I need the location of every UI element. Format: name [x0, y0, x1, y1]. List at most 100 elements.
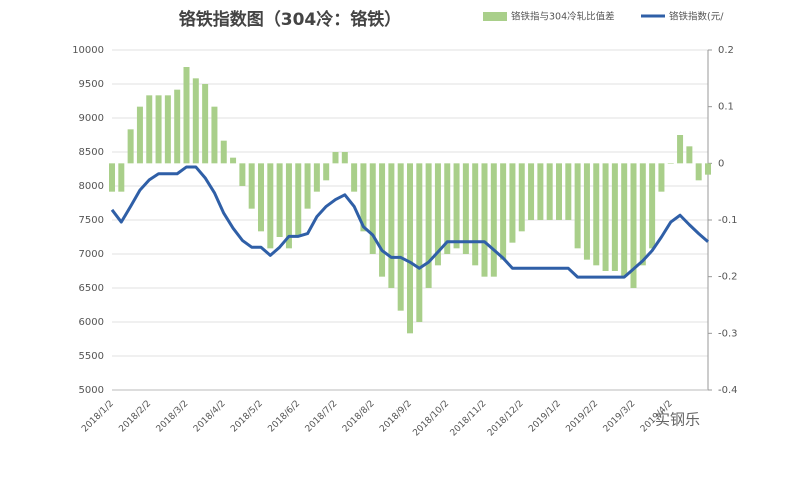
bar [239, 163, 246, 186]
bar [416, 163, 423, 322]
bar [667, 163, 674, 164]
x-tick-label: 2019/1/2 [527, 399, 563, 435]
bar [537, 163, 544, 220]
bar [285, 163, 292, 249]
bar [565, 163, 572, 220]
bar [313, 163, 320, 192]
y2-tick-label: 0 [718, 158, 724, 169]
watermark: 实钢乐 [655, 411, 700, 429]
bar [583, 163, 590, 260]
bar [695, 163, 702, 181]
x-tick-label: 2018/4/2 [192, 399, 228, 435]
bar [509, 163, 516, 243]
bar [621, 163, 628, 277]
bar [388, 163, 395, 288]
y-tick-label: 7500 [79, 215, 104, 226]
bar [164, 95, 171, 164]
bar [425, 163, 432, 288]
bar [705, 163, 711, 175]
bar [639, 163, 646, 266]
bar [574, 163, 581, 249]
bar [369, 163, 376, 254]
bar [220, 140, 227, 164]
x-tick-label: 2018/12/2 [486, 399, 526, 439]
bar [630, 163, 637, 288]
bar [248, 163, 255, 209]
bar [649, 163, 656, 249]
bar [146, 95, 153, 164]
y2-tick-label: 0.1 [718, 102, 734, 113]
y-tick-label: 10000 [72, 45, 104, 56]
y-tick-label: 7000 [79, 249, 104, 260]
bar [230, 157, 237, 164]
y-tick-label: 9500 [79, 79, 104, 90]
legend-label: 铬铁指与304冷轧比值差 [511, 11, 615, 23]
bar [276, 163, 283, 237]
bar [546, 163, 553, 220]
x-tick-label: 2018/1/2 [80, 399, 116, 435]
bar [686, 146, 693, 164]
x-tick-label: 2019/2/2 [564, 399, 600, 435]
bar [658, 163, 665, 192]
x-tick-label: 2018/3/2 [155, 399, 191, 435]
x-tick-label: 2018/5/2 [229, 399, 265, 435]
chart-title: 铬铁指数图（304冷：铬铁） [179, 9, 402, 30]
x-tick-label: 2018/11/2 [449, 399, 489, 439]
x-tick-label: 2018/10/2 [411, 399, 451, 439]
x-tick-label: 2018/6/2 [266, 399, 302, 435]
x-tick-label: 2018/8/2 [341, 399, 377, 435]
y-tick-label: 5000 [79, 385, 104, 396]
bar [258, 163, 264, 232]
bar [602, 163, 609, 271]
bar [379, 163, 386, 277]
y-tick-label: 5500 [79, 351, 104, 362]
y2-tick-label: -0.3 [718, 328, 738, 339]
bar [295, 163, 302, 237]
bar [453, 163, 460, 249]
bar [490, 163, 497, 277]
bar [192, 78, 199, 164]
x-tick-label: 2018/9/2 [378, 399, 414, 435]
bar [127, 129, 134, 164]
bar [593, 163, 600, 266]
bar [341, 152, 348, 164]
bar [267, 163, 274, 249]
y2-tick-label: -0.2 [718, 272, 738, 283]
bar [500, 163, 507, 260]
bar [155, 95, 162, 164]
bar [677, 135, 684, 164]
bar [407, 163, 413, 334]
y2-tick-label: -0.4 [718, 385, 738, 396]
x-tick-label: 2018/2/2 [117, 399, 153, 435]
bar [202, 84, 209, 164]
bar [472, 163, 479, 266]
bar [397, 163, 404, 311]
bar [360, 163, 367, 232]
bar [462, 163, 469, 254]
bar [109, 163, 115, 192]
y-tick-label: 9000 [79, 113, 104, 124]
bar [183, 67, 190, 164]
bar [556, 163, 562, 220]
bar [434, 163, 441, 266]
bar [444, 163, 451, 254]
bar [332, 152, 339, 164]
y2-tick-label: -0.1 [718, 215, 738, 226]
x-tick-label: 2018/7/2 [304, 399, 340, 435]
legend-swatch [483, 12, 507, 21]
y2-tick-label: 0.2 [718, 45, 734, 56]
bar [323, 163, 330, 181]
bar [351, 163, 358, 192]
bar [304, 163, 311, 209]
line [110, 165, 709, 279]
legend-label: 铬铁指数(元/ [669, 11, 724, 23]
y-tick-label: 8500 [79, 147, 104, 158]
bar [118, 163, 125, 192]
bar [174, 89, 181, 164]
y-tick-label: 6500 [79, 283, 104, 294]
bar [611, 163, 618, 271]
bar [528, 163, 535, 220]
y-tick-label: 8000 [79, 181, 104, 192]
bar [136, 106, 143, 164]
